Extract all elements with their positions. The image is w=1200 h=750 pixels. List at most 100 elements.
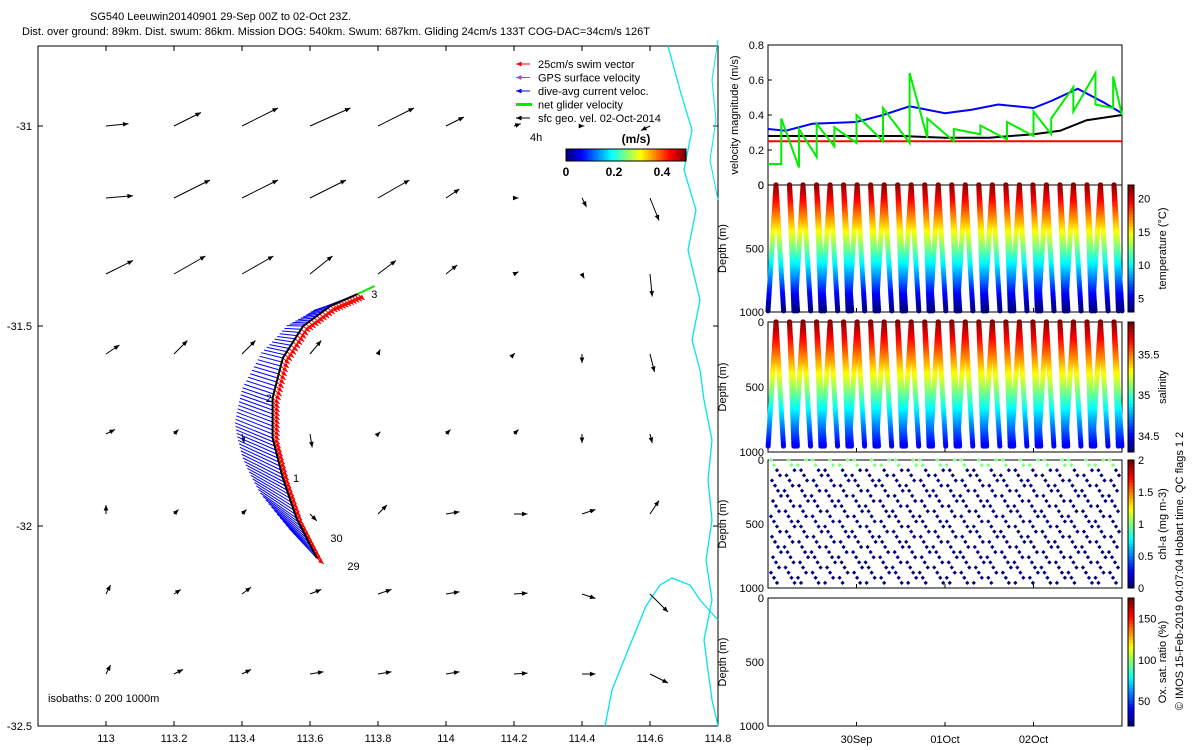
map-colorbar-cell bbox=[584, 149, 587, 161]
legend-entry: dive-avg current veloc. bbox=[538, 86, 649, 98]
geo-velocity-arrow-head bbox=[579, 272, 585, 279]
geo-velocity-arrow-head bbox=[512, 429, 519, 436]
map-colorbar-cell bbox=[596, 149, 599, 161]
map-frame bbox=[37, 45, 719, 727]
dac-vector bbox=[282, 520, 314, 551]
profile-colorbar-cell bbox=[1128, 258, 1134, 262]
map-colorbar-cell bbox=[592, 149, 595, 161]
profile-point bbox=[943, 443, 949, 449]
dac-vector bbox=[241, 390, 273, 403]
dac-vector bbox=[240, 450, 281, 471]
velocity-ytick-label: 0.2 bbox=[749, 145, 764, 157]
profile-colorbar-cell bbox=[1128, 216, 1134, 221]
map-colorbar-cell bbox=[580, 149, 583, 161]
dac-vector bbox=[271, 506, 305, 535]
legend-swatch-head bbox=[516, 75, 522, 80]
map-colorbar-cell bbox=[674, 149, 677, 161]
profile-colorbar-cell bbox=[1128, 248, 1134, 253]
swim-vector-head bbox=[296, 339, 303, 345]
geo-velocity-arrow-head bbox=[521, 511, 528, 517]
swim-vector-head bbox=[318, 316, 324, 322]
legend-swatch-head bbox=[516, 61, 522, 67]
geo-velocity-arrow-head bbox=[453, 189, 460, 195]
map-colorbar-cell bbox=[670, 149, 673, 161]
geo-velocity-arrow-head bbox=[390, 260, 396, 266]
geo-velocity-arrow-head bbox=[641, 125, 647, 131]
swim-vector-head bbox=[312, 320, 319, 326]
swim-vector-head bbox=[282, 366, 288, 372]
velocity-ytick-label: 0.8 bbox=[749, 40, 764, 52]
profile-colorbar-cell bbox=[1128, 302, 1134, 307]
swim-vector-head bbox=[273, 418, 280, 424]
map-colorbar-cell bbox=[646, 149, 649, 161]
map-colorbar-cell bbox=[664, 149, 667, 161]
profile-point bbox=[1078, 308, 1084, 314]
map-ytick-label: -31.5 bbox=[7, 321, 32, 333]
profile-point bbox=[873, 443, 879, 449]
profile-point bbox=[927, 443, 933, 449]
map-colorbar-cell bbox=[630, 149, 633, 161]
profile-point bbox=[1089, 308, 1096, 314]
profile-colorbar-tick: 15 bbox=[1138, 227, 1150, 239]
swim-vector-head bbox=[315, 318, 322, 324]
profile-point bbox=[792, 443, 798, 449]
swim-vector-head bbox=[276, 386, 283, 392]
dac-vector bbox=[247, 467, 288, 491]
velocity-ytick-label: 0.6 bbox=[749, 75, 764, 87]
profile-point bbox=[1035, 308, 1041, 314]
dac-vector bbox=[236, 411, 273, 427]
geo-velocity-arrow-head bbox=[245, 669, 251, 675]
map-colorbar-cell bbox=[644, 149, 647, 161]
profile-colorbar-cell bbox=[1128, 283, 1134, 288]
map-xtick-label: 114.2 bbox=[501, 733, 528, 745]
profile-point bbox=[1024, 308, 1030, 314]
dac-vector bbox=[292, 321, 309, 324]
geo-velocity-arrow-head bbox=[267, 256, 274, 261]
swim-vector-head bbox=[304, 326, 311, 332]
profile-colorbar-cell bbox=[1128, 197, 1134, 202]
geo-velocity-arrow-head bbox=[315, 589, 322, 594]
swim-vector-head bbox=[293, 506, 300, 512]
dac-vector bbox=[257, 359, 281, 367]
dac-vector bbox=[244, 460, 285, 483]
coastline-inner bbox=[667, 45, 719, 727]
coastline-edge bbox=[709, 39, 719, 201]
coastline-south bbox=[604, 577, 719, 727]
dac-vector bbox=[237, 439, 278, 459]
geo-velocity-arrow-head bbox=[172, 429, 179, 436]
map-colorbar-cell bbox=[632, 149, 635, 161]
map-colorbar-cell bbox=[618, 149, 621, 161]
dac-vector bbox=[242, 457, 284, 479]
dac-vector bbox=[279, 333, 298, 337]
geo-velocity-arrow-head bbox=[199, 256, 206, 261]
profile-point bbox=[819, 443, 825, 449]
map-colorbar-cell bbox=[668, 149, 671, 161]
swim-vector-head bbox=[294, 342, 300, 348]
dac-vector bbox=[249, 373, 277, 383]
geo-velocity-arrow-head bbox=[309, 441, 314, 448]
map-colorbar-cell bbox=[650, 149, 653, 161]
swim-vector-head bbox=[273, 430, 280, 436]
profile-colorbar-cell bbox=[1128, 242, 1134, 246]
profile-colorbar-cell bbox=[1128, 286, 1134, 291]
dac-vector bbox=[255, 362, 280, 371]
map-ytick-label: -32.5 bbox=[7, 721, 32, 733]
swim-vector-head bbox=[339, 303, 346, 309]
map-colorbar-cell bbox=[604, 149, 607, 161]
swim-vector-head bbox=[282, 470, 288, 476]
map-colorbar-cell bbox=[590, 149, 593, 161]
swim-vector-head bbox=[314, 550, 320, 556]
track-day-label: 2 bbox=[266, 393, 272, 405]
geo-velocity-arrow-head bbox=[451, 265, 458, 271]
geo-velocity-arrow-head bbox=[649, 290, 655, 297]
profile-ytick-label: 500 bbox=[746, 244, 764, 256]
geo-velocity-arrow bbox=[309, 179, 347, 199]
profile-colorbar-cell bbox=[1128, 229, 1134, 234]
geo-velocity-arrow bbox=[309, 107, 351, 127]
profile-point bbox=[889, 443, 895, 449]
geo-velocity-arrow-head bbox=[272, 180, 278, 185]
geo-velocity-arrow-head bbox=[458, 117, 464, 122]
profile-colorbar-cell bbox=[1128, 277, 1134, 281]
swim-vector-head bbox=[334, 305, 341, 311]
profile-colorbar-cell bbox=[1128, 254, 1134, 259]
